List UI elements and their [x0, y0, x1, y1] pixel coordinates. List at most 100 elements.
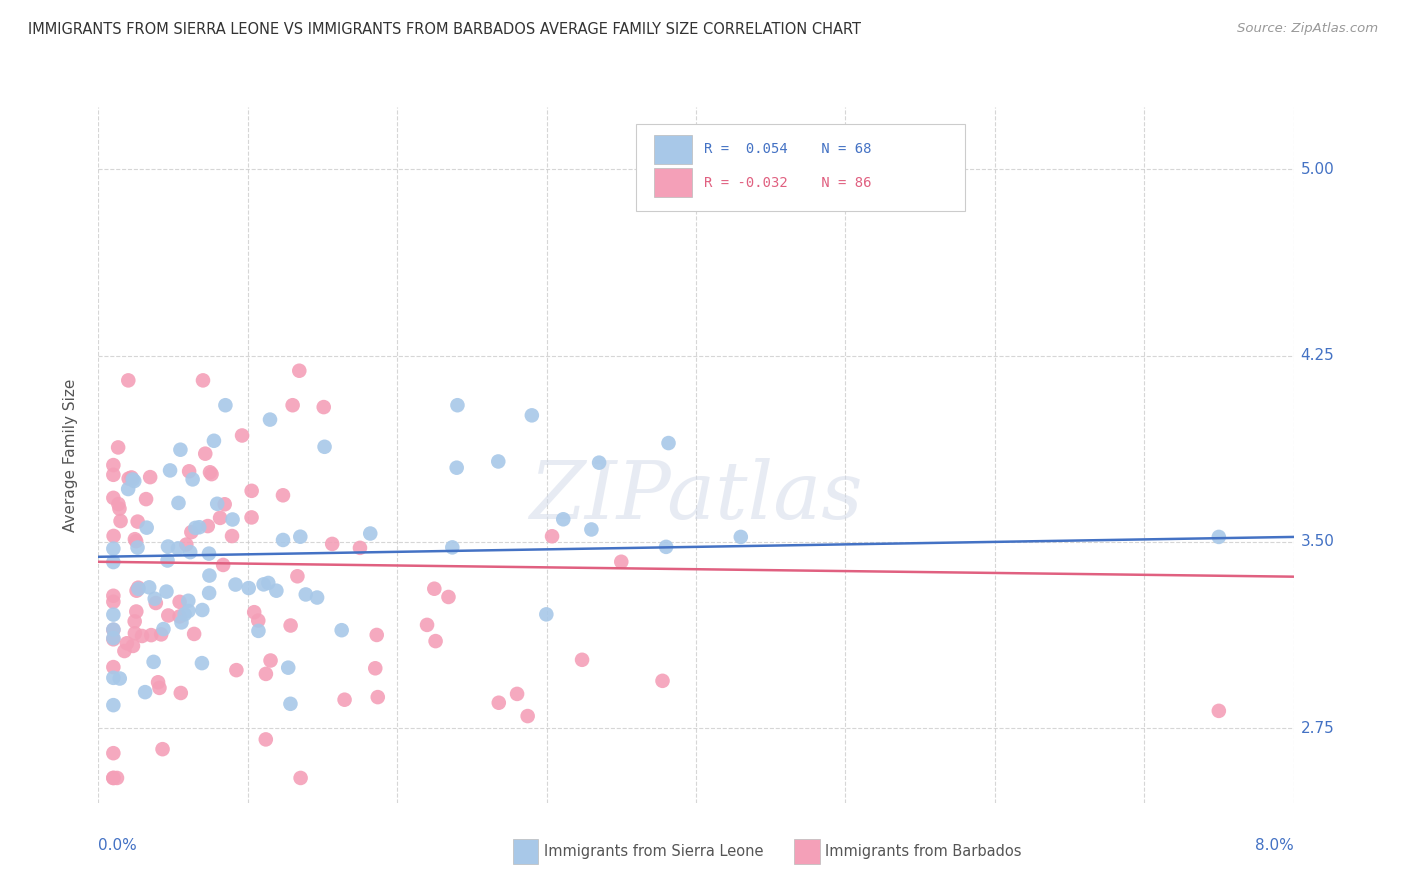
Text: Immigrants from Sierra Leone: Immigrants from Sierra Leone — [544, 845, 763, 859]
Text: 0.0%: 0.0% — [98, 838, 138, 854]
Point — [125, 583, 148, 598]
Text: R =  0.054    N = 68: R = 0.054 N = 68 — [704, 143, 872, 156]
Point — [200, 467, 222, 482]
Point — [117, 482, 139, 496]
Text: 4.25: 4.25 — [1301, 348, 1334, 363]
Point — [198, 568, 221, 582]
Point — [1208, 530, 1230, 544]
Point — [152, 622, 174, 636]
Point — [191, 656, 214, 670]
Point — [181, 472, 204, 486]
Point — [107, 497, 129, 511]
Point — [516, 709, 538, 723]
Point — [1208, 704, 1230, 718]
Point — [122, 639, 145, 653]
Point — [167, 541, 190, 556]
Point — [243, 605, 266, 619]
Point — [730, 530, 752, 544]
Point — [225, 663, 247, 677]
Point — [366, 628, 388, 642]
Point — [103, 491, 125, 505]
Point — [183, 627, 205, 641]
Point — [367, 690, 389, 705]
Point — [441, 541, 464, 555]
Point — [156, 553, 179, 567]
Text: R = -0.032    N = 86: R = -0.032 N = 86 — [704, 176, 872, 190]
Point — [321, 537, 343, 551]
Point — [553, 512, 575, 526]
Point — [330, 623, 353, 637]
Point — [127, 541, 149, 555]
Point — [231, 428, 253, 442]
Point — [135, 521, 157, 535]
Text: 5.00: 5.00 — [1301, 161, 1334, 177]
Point — [191, 373, 214, 387]
Point — [103, 771, 125, 785]
Point — [157, 608, 180, 623]
Point — [657, 436, 679, 450]
Point — [146, 675, 169, 690]
Point — [105, 771, 128, 785]
Point — [247, 614, 270, 628]
Point — [536, 607, 558, 622]
Text: IMMIGRANTS FROM SIERRA LEONE VS IMMIGRANTS FROM BARBADOS AVERAGE FAMILY SIZE COR: IMMIGRANTS FROM SIERRA LEONE VS IMMIGRAN… — [28, 22, 860, 37]
Point — [425, 634, 447, 648]
Point — [271, 533, 294, 547]
Text: 3.50: 3.50 — [1301, 534, 1334, 549]
Point — [115, 636, 138, 650]
Point — [103, 660, 125, 674]
Point — [176, 537, 198, 551]
Point — [197, 519, 219, 533]
Point — [259, 653, 281, 667]
Point — [169, 442, 191, 457]
Point — [257, 576, 280, 591]
Text: 8.0%: 8.0% — [1254, 838, 1294, 854]
Point — [180, 525, 202, 540]
Point — [541, 529, 564, 543]
Point — [131, 629, 153, 643]
Point — [118, 472, 141, 486]
Point — [488, 696, 510, 710]
Point — [198, 586, 221, 600]
Point — [139, 470, 162, 484]
Point — [127, 515, 149, 529]
Point — [240, 483, 263, 498]
Point — [138, 580, 160, 594]
Point — [170, 686, 193, 700]
Point — [108, 501, 131, 516]
Point — [571, 653, 593, 667]
Point — [103, 555, 125, 569]
Point — [103, 771, 125, 785]
Point — [254, 666, 277, 681]
Text: ZIPatlas: ZIPatlas — [529, 458, 863, 535]
Point — [156, 540, 179, 554]
Point — [141, 628, 163, 642]
Point — [225, 577, 247, 591]
Point — [364, 661, 387, 675]
Point — [520, 409, 543, 423]
Point — [188, 520, 211, 534]
Point — [266, 583, 288, 598]
Point — [205, 497, 228, 511]
Point — [170, 615, 193, 630]
Point — [240, 510, 263, 524]
Point — [173, 607, 195, 622]
Point — [155, 584, 177, 599]
Point — [103, 623, 125, 637]
Point — [271, 488, 294, 502]
Point — [159, 463, 181, 477]
Point — [359, 526, 381, 541]
Point — [103, 589, 125, 603]
Point — [103, 541, 125, 556]
Point — [191, 603, 214, 617]
Point — [117, 373, 139, 387]
Point — [127, 581, 149, 595]
Point — [287, 569, 309, 583]
Point — [307, 591, 329, 605]
Point — [349, 541, 371, 555]
Point — [214, 398, 236, 412]
Point — [142, 655, 165, 669]
Point — [103, 595, 125, 609]
Point — [135, 492, 157, 507]
Point — [651, 673, 673, 688]
